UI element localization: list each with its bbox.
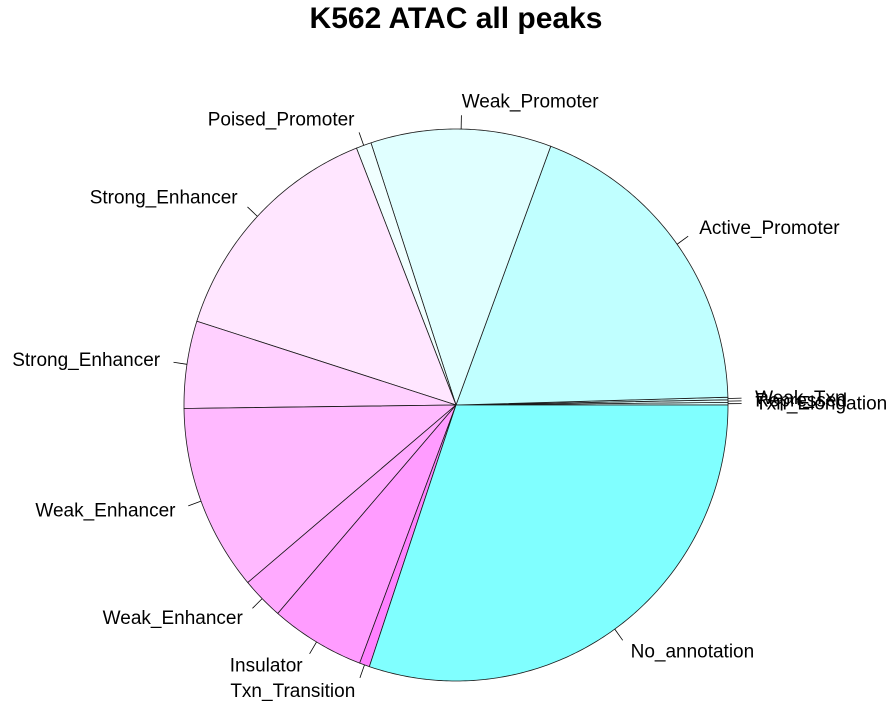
pie-slice-label-0: Txn_Elongation — [755, 394, 887, 415]
pie-slice-label-5: Poised_Promoter — [208, 109, 355, 130]
pie-slice-label-11: Txn_Transition — [230, 681, 355, 702]
pie-slice-6 — [196, 147, 457, 406]
pie-label-tick-6 — [247, 206, 258, 217]
pie-slice-label-8: Weak_Enhancer — [35, 501, 176, 522]
pie-label-tick-7 — [173, 361, 188, 365]
pie-slice-label-6: Strong_Enhancer — [90, 188, 239, 209]
pie-slice-12 — [368, 404, 729, 682]
pie-label-tick-11 — [359, 664, 365, 679]
pie-label-tick-8 — [188, 500, 202, 507]
pie-slice-label-2: Weak_Txn — [755, 388, 845, 409]
pie-label-tick-12 — [614, 628, 624, 641]
pie-slice-label-10: Insulator — [230, 656, 304, 677]
pie-label-ticks — [173, 115, 742, 679]
chart-title: K562 ATAC all peaks — [310, 2, 603, 35]
pie-label-tick-9 — [252, 598, 263, 609]
pie-slice-7 — [183, 320, 457, 409]
pie-slice-label-12: No_annotation — [631, 642, 755, 663]
pie-slice-9 — [247, 404, 457, 615]
pie-slice-label-1: Repressed — [755, 391, 847, 412]
pie-slice-label-9: Weak_Enhancer — [103, 608, 244, 629]
pie-slice-label-3: Active_Promoter — [699, 218, 840, 239]
pie-label-tick-3 — [676, 235, 689, 245]
pie-slice-3 — [455, 145, 729, 406]
pie-label-tick-10 — [309, 641, 317, 655]
pie-slice-8 — [183, 404, 458, 584]
pie-slices — [183, 128, 729, 682]
pie-slice-label-4: Weak_Promoter — [462, 92, 600, 113]
pie-slice-4 — [370, 128, 552, 407]
pie-slice-label-7: Strong_Enhancer — [12, 350, 161, 371]
pie-label-tick-5 — [358, 132, 365, 146]
